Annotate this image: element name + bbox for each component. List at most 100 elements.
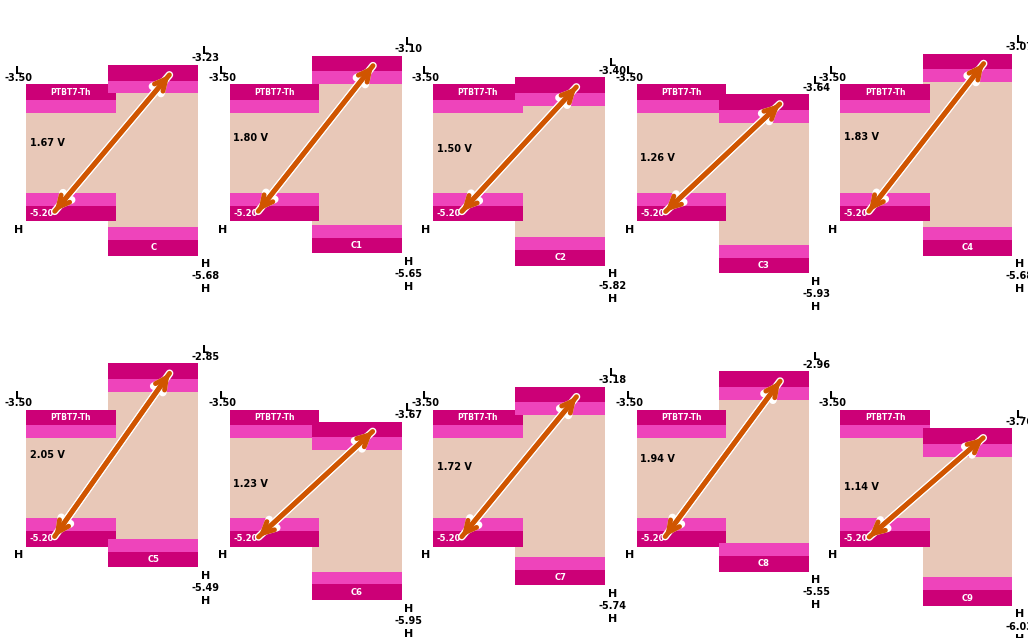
Bar (433, 100, 523, 113)
Text: -5.20: -5.20 (437, 209, 462, 218)
Text: -3.50: -3.50 (412, 73, 440, 83)
Text: L: L (609, 59, 616, 68)
Bar (515, 403, 605, 415)
Text: -3.50: -3.50 (412, 398, 440, 408)
Text: C6: C6 (351, 588, 363, 597)
Text: H: H (1015, 259, 1024, 269)
Text: -5.20: -5.20 (640, 534, 665, 544)
Bar (229, 100, 320, 113)
Text: 1.26 V: 1.26 V (640, 152, 675, 163)
Text: PTBT7-Th: PTBT7-Th (50, 413, 91, 422)
Bar (26, 518, 116, 531)
Text: -5.20: -5.20 (844, 209, 869, 218)
Bar (840, 84, 930, 100)
Bar (26, 100, 116, 113)
Text: -5.68: -5.68 (191, 271, 219, 281)
Bar (636, 113, 727, 193)
Bar (922, 577, 1013, 590)
Text: -3.10: -3.10 (395, 44, 423, 54)
Text: H: H (14, 225, 24, 235)
Text: H: H (625, 225, 634, 235)
Bar (922, 444, 1013, 457)
Text: H: H (218, 225, 227, 235)
Text: H: H (811, 277, 820, 287)
Bar (636, 205, 727, 221)
Text: H: H (421, 225, 431, 235)
Bar (840, 438, 930, 518)
Bar (26, 84, 116, 100)
Bar (636, 438, 727, 518)
Text: L: L (609, 368, 616, 378)
Text: L: L (201, 47, 209, 56)
Text: L: L (626, 66, 633, 76)
Text: -5.20: -5.20 (233, 209, 258, 218)
Text: H: H (200, 259, 210, 269)
Bar (433, 531, 523, 547)
Text: 1.50 V: 1.50 V (437, 144, 472, 154)
Text: -3.76: -3.76 (1005, 417, 1028, 427)
Bar (719, 245, 809, 258)
Text: H: H (404, 629, 413, 638)
Text: H: H (608, 614, 617, 624)
Bar (433, 205, 523, 221)
Bar (108, 392, 198, 539)
Text: H: H (608, 589, 617, 599)
Bar (229, 518, 320, 531)
Text: -3.50: -3.50 (819, 73, 847, 83)
Bar (311, 84, 402, 225)
Text: C8: C8 (758, 560, 770, 568)
Bar (433, 438, 523, 518)
Text: L: L (15, 66, 23, 76)
Text: 1.14 V: 1.14 V (844, 482, 879, 493)
Text: -5.55: -5.55 (802, 588, 830, 597)
Bar (433, 410, 523, 426)
Text: C5: C5 (147, 555, 159, 564)
Text: -3.50: -3.50 (616, 398, 644, 408)
Text: PTBT7-Th: PTBT7-Th (254, 87, 295, 96)
Bar (229, 84, 320, 100)
Text: -3.50: -3.50 (209, 398, 236, 408)
Text: L: L (15, 391, 23, 401)
Text: PTBT7-Th: PTBT7-Th (865, 87, 906, 96)
Bar (636, 410, 727, 426)
Bar (636, 426, 727, 438)
Bar (26, 205, 116, 221)
Text: -3.67: -3.67 (395, 410, 423, 420)
Bar (26, 113, 116, 193)
Text: PTBT7-Th: PTBT7-Th (457, 413, 499, 422)
Text: L: L (201, 345, 209, 355)
Text: -3.64: -3.64 (802, 83, 830, 93)
Bar (922, 457, 1013, 577)
Bar (922, 54, 1013, 69)
Text: -2.96: -2.96 (802, 360, 830, 369)
Text: -3.50: -3.50 (5, 398, 33, 408)
Bar (719, 110, 809, 122)
Bar (922, 240, 1013, 256)
Bar (108, 552, 198, 567)
Bar (108, 539, 198, 552)
Bar (26, 531, 116, 547)
Text: H: H (608, 269, 617, 279)
Text: H: H (625, 550, 634, 560)
Bar (922, 227, 1013, 240)
Bar (311, 438, 402, 450)
Text: L: L (830, 391, 837, 401)
Bar (840, 205, 930, 221)
Bar (433, 84, 523, 100)
Bar (229, 426, 320, 438)
Bar (108, 240, 198, 256)
Text: C1: C1 (351, 241, 363, 250)
Text: -3.40: -3.40 (598, 66, 626, 76)
Bar (515, 570, 605, 585)
Bar (515, 93, 605, 106)
Bar (719, 122, 809, 245)
Bar (515, 237, 605, 250)
Bar (636, 84, 727, 100)
Text: 1.23 V: 1.23 V (233, 479, 268, 489)
Bar (433, 426, 523, 438)
Text: L: L (812, 352, 819, 362)
Bar (311, 584, 402, 600)
Bar (26, 410, 116, 426)
Bar (840, 100, 930, 113)
Bar (311, 225, 402, 238)
